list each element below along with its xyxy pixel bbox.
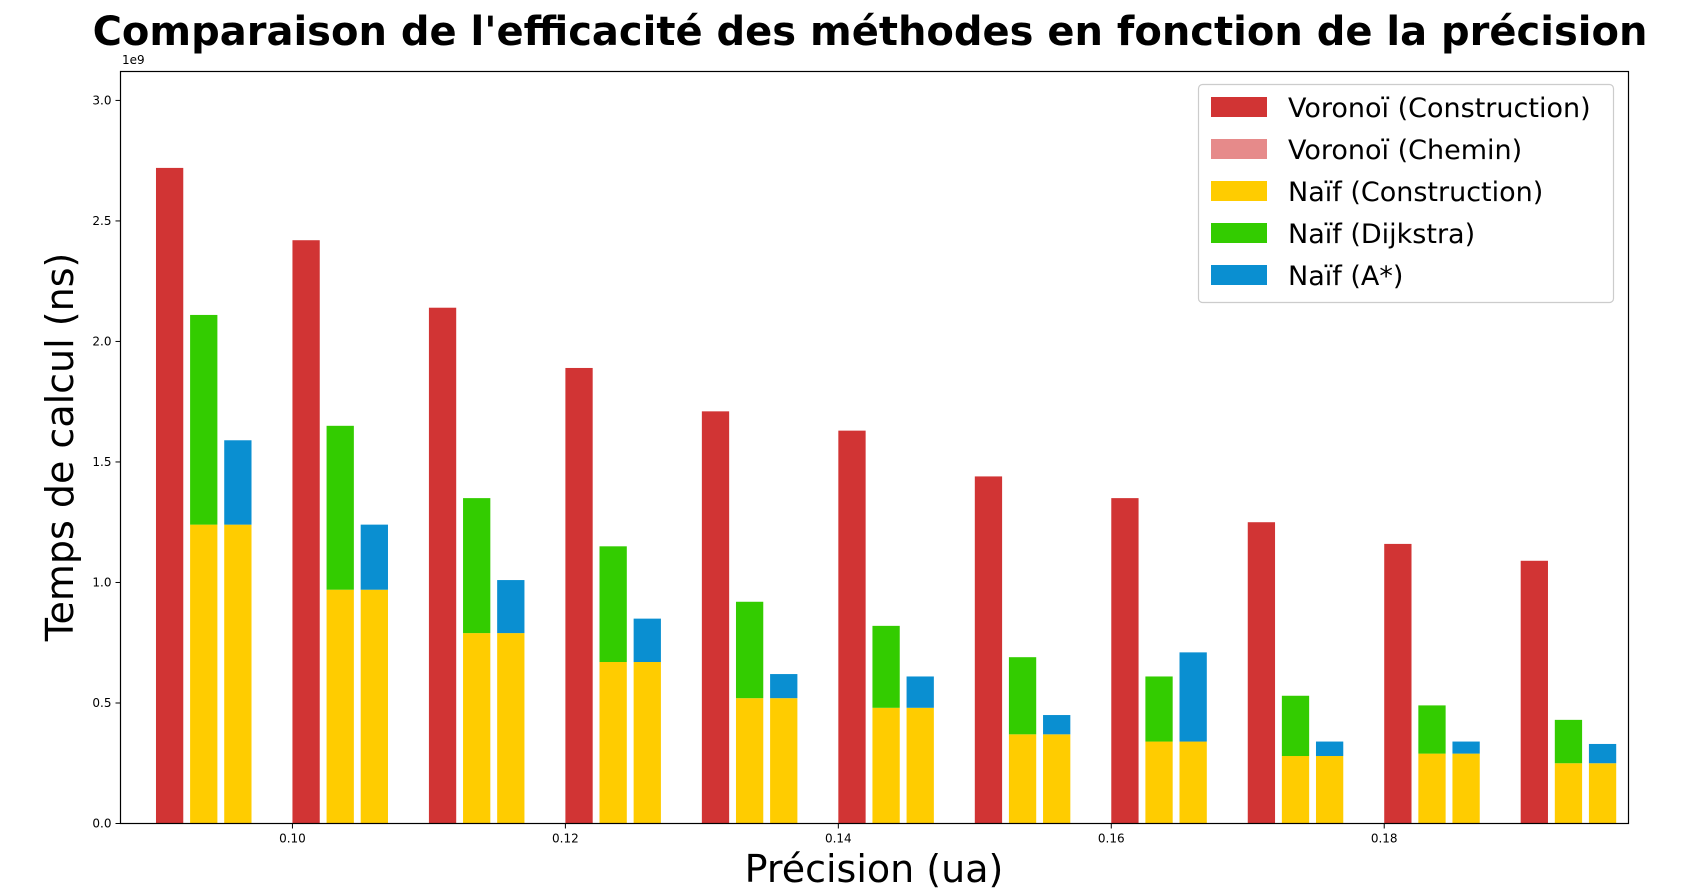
bar-naif-dijkstra	[326, 425, 354, 590]
legend-swatch-naif-a	[1211, 265, 1267, 285]
bar-voronoi-construction	[1520, 560, 1548, 824]
chart-title: Comparaison de l'efficacité des méthodes…	[93, 9, 1648, 55]
bar-naif-construction	[599, 662, 627, 824]
bar-voronoi-construction	[974, 476, 1003, 824]
y-tick-label: 0.5	[92, 696, 111, 710]
y-axis-label: Temps de calcul (ns)	[38, 253, 82, 643]
x-tick-label: 0.14	[825, 832, 852, 846]
bar-naif-dijkstra	[599, 546, 627, 663]
bar-naif-construction	[1588, 763, 1617, 824]
bar-naif-a	[906, 676, 934, 708]
bar-naif-dijkstra	[1418, 705, 1446, 754]
bar-voronoi-construction	[565, 367, 593, 824]
bar-naif-a	[1179, 652, 1207, 742]
bar-naif-dijkstra	[735, 601, 764, 699]
legend-label-naif-dijkstra: Naïf (Dijkstra)	[1288, 219, 1475, 250]
bar-naif-dijkstra	[463, 498, 491, 634]
legend-label-voronoi-chemin: Voronoï (Chemin)	[1288, 135, 1522, 166]
y-tick-label: 1.5	[92, 455, 111, 469]
legend: Voronoï (Construction) Voronoï (Chemin) Na…	[1197, 83, 1615, 304]
bar-voronoi-construction	[1111, 498, 1139, 824]
bar-naif-a	[1452, 741, 1480, 754]
bar-naif-dijkstra	[872, 625, 900, 708]
x-axis-label: Précision (ua)	[745, 847, 1004, 891]
bar-naif-construction	[1281, 756, 1310, 824]
bar-naif-a	[1043, 715, 1071, 735]
x-tick-label: 0.16	[1098, 832, 1125, 846]
plot-frame	[119, 70, 1630, 825]
bar-naif-construction	[1145, 741, 1173, 824]
bar-naif-dijkstra	[1145, 676, 1173, 742]
bar-naif-dijkstra	[1281, 695, 1310, 757]
bar-naif-a	[1588, 743, 1617, 764]
bar-naif-construction	[633, 662, 661, 824]
legend-label-voronoi-construction: Voronoï (Construction)	[1288, 93, 1591, 124]
bar-voronoi-construction	[701, 411, 730, 824]
bars-layer	[155, 167, 1617, 824]
bar-naif-dijkstra	[1554, 719, 1583, 764]
y-tick-label: 2.0	[92, 334, 111, 348]
x-axis: 0.10 0.12 0.14 0.16 0.18	[279, 823, 1398, 846]
bar-voronoi-construction	[428, 307, 457, 824]
legend-label-naif-construction: Naïf (Construction)	[1288, 177, 1543, 208]
bar-voronoi-construction	[1247, 522, 1276, 824]
bar-voronoi-construction	[155, 167, 184, 824]
bar-naif-construction	[463, 633, 491, 824]
legend-swatch-voronoi-chemin	[1211, 139, 1267, 159]
legend-swatch-naif-construction	[1211, 181, 1267, 201]
y-tick-label: 3.0	[92, 93, 111, 107]
legend-frame	[1197, 83, 1615, 304]
x-tick-label: 0.18	[1371, 832, 1398, 846]
y-tick-label: 1.0	[92, 575, 111, 589]
legend-swatch-naif-dijkstra	[1211, 223, 1267, 243]
bar-naif-a	[224, 440, 252, 525]
bar-naif-a	[770, 674, 798, 699]
bar-naif-a	[633, 618, 661, 663]
bar-voronoi-construction	[292, 240, 320, 824]
bar-naif-construction	[1452, 753, 1480, 824]
bar-naif-construction	[190, 524, 218, 824]
bar-naif-construction	[872, 707, 900, 824]
bar-naif-construction	[1418, 753, 1446, 824]
bar-naif-construction	[1554, 763, 1583, 824]
legend-label-naif-a: Naïf (A*)	[1288, 261, 1403, 292]
bar-naif-construction	[770, 698, 798, 824]
bar-naif-construction	[1179, 741, 1207, 824]
bar-naif-construction	[1043, 734, 1071, 824]
y-axis: 0.0 0.5 1.0 1.5 2.0 2.5 3.0	[92, 93, 121, 831]
bar-naif-a	[497, 580, 525, 634]
bar-naif-construction	[735, 698, 764, 824]
y-offset-label: 1e9	[122, 53, 145, 67]
bar-naif-dijkstra	[1008, 657, 1037, 735]
y-tick-label: 0.0	[92, 817, 111, 831]
bar-naif-a	[360, 524, 388, 590]
bar-naif-construction	[906, 707, 934, 824]
x-tick-label: 0.10	[279, 832, 306, 846]
y-tick-label: 2.5	[92, 214, 111, 228]
bar-voronoi-construction	[838, 430, 866, 824]
bar-naif-a	[1315, 741, 1344, 757]
bar-naif-construction	[497, 633, 525, 824]
legend-entries: Voronoï (Construction) Voronoï (Chemin) Na…	[1211, 93, 1591, 292]
bar-voronoi-construction	[1384, 543, 1412, 824]
bar-naif-construction	[1315, 756, 1344, 824]
bar-naif-construction	[1008, 734, 1037, 824]
bar-naif-construction	[326, 589, 354, 824]
bar-naif-construction	[224, 524, 252, 824]
bar-naif-dijkstra	[190, 314, 218, 525]
bar-naif-construction	[360, 589, 388, 824]
legend-swatch-voronoi-construction	[1211, 97, 1267, 117]
x-tick-label: 0.12	[552, 832, 579, 846]
